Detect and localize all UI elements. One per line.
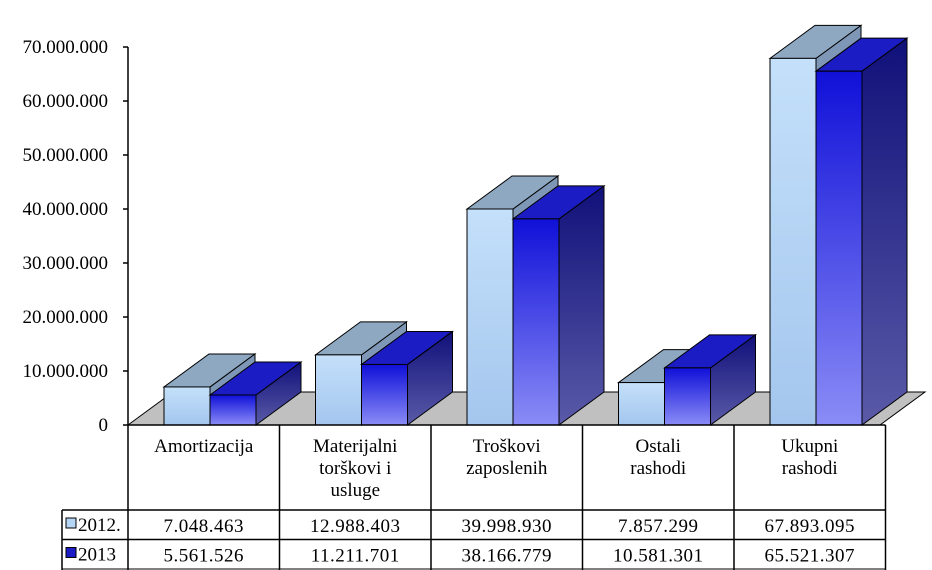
y-tick-label: 50.000.000 xyxy=(23,145,109,166)
bar-front xyxy=(815,70,863,426)
y-tick-label: 10.000.000 xyxy=(23,361,109,382)
y-axis: 0 10.000.000 20.000.000 30.000.000 40.000.00… xyxy=(23,37,129,436)
bar-front xyxy=(618,382,665,426)
bar-front xyxy=(512,218,560,426)
category-label: zaposlenih xyxy=(466,458,548,479)
bar-front xyxy=(466,208,514,426)
data-label: 39.998.930 xyxy=(462,516,553,537)
bar-3-1 xyxy=(662,333,758,426)
legend-key-2012. xyxy=(65,517,77,529)
bar-side xyxy=(558,184,605,426)
legend-label: 2012. xyxy=(78,515,121,536)
data-label: 5.561.526 xyxy=(164,546,245,567)
y-tick-label: 70.000.000 xyxy=(23,37,109,58)
y-tick-label: 60.000.000 xyxy=(23,91,109,112)
category-label: usluge xyxy=(330,480,380,501)
bar-front xyxy=(209,394,257,426)
bar-front xyxy=(664,367,711,426)
y-tick-label: 0 xyxy=(99,415,109,436)
category-label: Troškovi xyxy=(473,436,541,457)
data-label: 10.581.301 xyxy=(613,546,704,567)
legend-key-2013 xyxy=(65,547,77,558)
legend-label: 2013 xyxy=(78,545,116,566)
category-label: Amortizacija xyxy=(154,436,254,457)
data-label: 38.166.779 xyxy=(462,546,553,567)
bar-front xyxy=(361,363,408,426)
bars xyxy=(162,24,909,426)
category-label: torškovi i xyxy=(319,458,391,479)
category-label: rashodi xyxy=(782,458,838,479)
bar-2-1 xyxy=(511,184,606,426)
category-label: Ukupni xyxy=(781,436,838,457)
y-tick-label: 40.000.000 xyxy=(23,199,109,220)
bar-front xyxy=(163,386,211,426)
category-label: Materijalni xyxy=(313,436,397,457)
bar-front xyxy=(769,57,817,426)
data-label: 7.857.299 xyxy=(618,516,699,537)
bar-4-1 xyxy=(814,37,909,426)
bar-0-1 xyxy=(208,360,303,426)
category-label: Ostali xyxy=(636,436,681,457)
data-label: 11.211.701 xyxy=(311,546,400,567)
data-label: 67.893.095 xyxy=(765,516,856,537)
bar-front xyxy=(315,354,362,426)
category-label: rashodi xyxy=(630,458,686,479)
bar-side xyxy=(861,37,908,426)
data-label: 12.988.403 xyxy=(310,516,401,537)
data-label: 65.521.307 xyxy=(765,546,856,567)
y-tick-label: 20.000.000 xyxy=(23,307,109,328)
y-tick-label: 30.000.000 xyxy=(23,253,109,274)
bar-1-1 xyxy=(359,330,455,426)
data-label: 7.048.463 xyxy=(164,516,245,537)
